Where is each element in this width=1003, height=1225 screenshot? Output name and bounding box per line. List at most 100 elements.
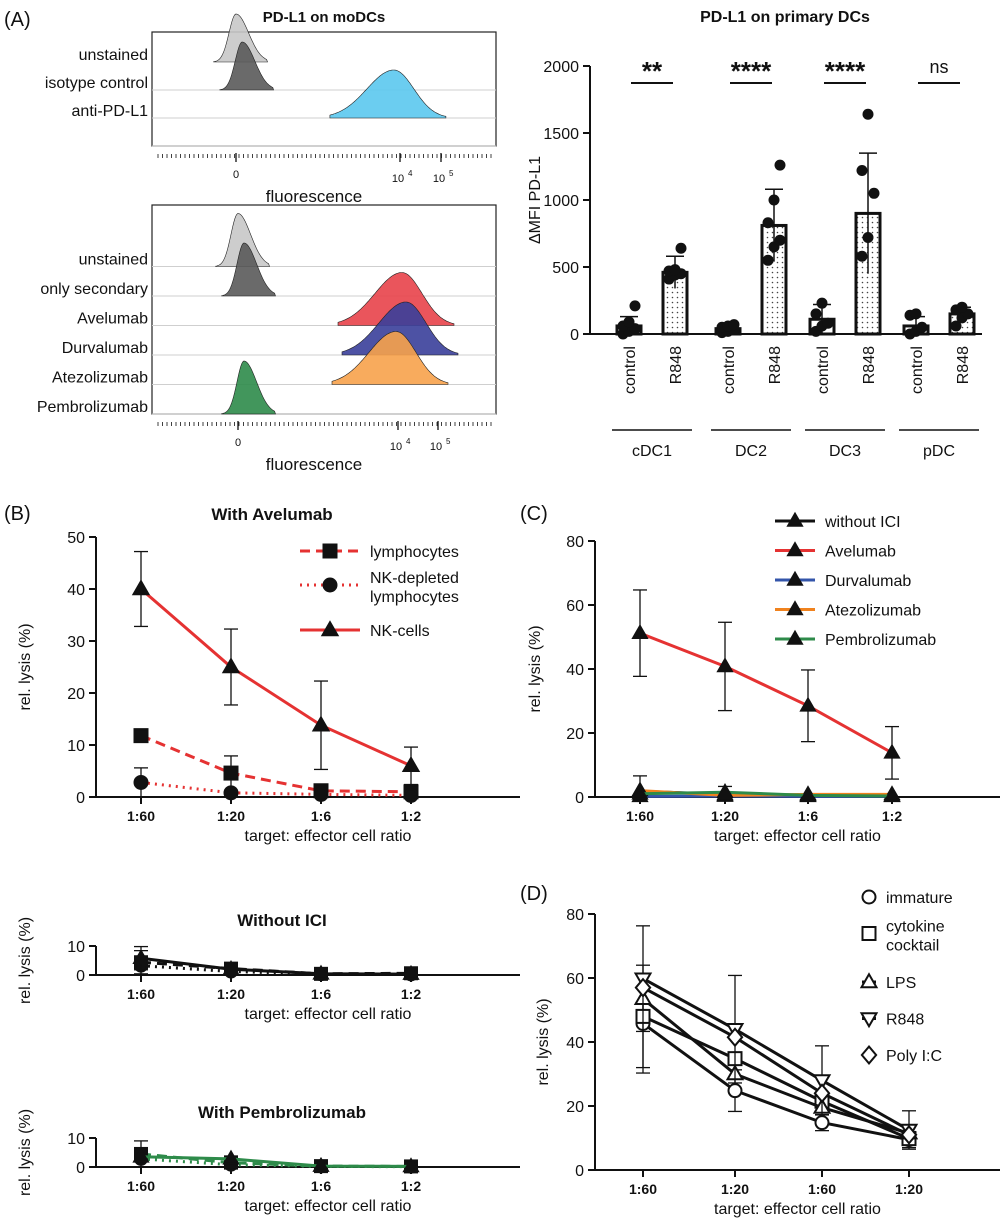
histogram-label-only-secondary: only secondary [40, 281, 148, 298]
marker-triangle [222, 959, 240, 975]
tick-base: 10 [392, 173, 404, 185]
y-tick-label: 40 [67, 582, 85, 599]
series-line-nk-depleted-lymphocytes [140, 780, 412, 797]
x-tick-label: 1:60 [127, 986, 155, 1002]
y-tick-label: 20 [566, 726, 584, 743]
marker-square [322, 543, 338, 559]
marker-triangle-up [859, 972, 879, 989]
marker-circle [322, 577, 338, 593]
panel-letter-c: (C) [520, 503, 548, 525]
y-tick-label: 0 [570, 327, 579, 344]
histogram-xlabel: fluorescence [266, 455, 362, 474]
series-line-avelumab [639, 631, 893, 755]
histogram-title: PD-L1 on moDCs [263, 9, 386, 26]
x-tick-label: 1:60 [127, 1178, 155, 1194]
x-tick-label: 1:20 [895, 1181, 923, 1197]
group-label-dc2: DC2 [735, 443, 767, 460]
histogram-curve-anti-pd-l1 [329, 69, 447, 119]
histogram-curve-durvalumab [341, 301, 459, 356]
data-point [856, 165, 868, 177]
series-line-immature [642, 1022, 910, 1142]
panel-letter-b: (B) [4, 503, 31, 525]
panel-letter-a: (A) [4, 9, 31, 31]
x-axis-label: target: effector cell ratio [714, 1201, 881, 1218]
marker-triangle [132, 1147, 150, 1163]
y-tick-label: 10 [67, 1131, 85, 1148]
tick-base: 10 [430, 441, 442, 453]
y-tick-label: 10 [67, 738, 85, 755]
ici-binding-histogram-panel: unstained only secondary Avelumab Durvaluma… [37, 204, 497, 474]
marker-triangle [883, 786, 901, 802]
x-tick-label: 1:6 [311, 986, 331, 1002]
histogram-curve-avelumab [337, 272, 455, 326]
tick-exponent: 5 [449, 169, 454, 178]
histogram-label-unstained: unstained [79, 47, 148, 64]
data-point [916, 321, 928, 333]
histogram-curve-isotype-control [219, 41, 275, 91]
marker-triangle [716, 782, 734, 798]
significance-label: ** [642, 56, 663, 86]
series-line-r848 [642, 977, 910, 1132]
marker-triangle [631, 784, 649, 800]
marker-circle [403, 787, 419, 803]
x-tick-label: 1:2 [401, 986, 421, 1002]
group-label-pdc: pDC [923, 443, 955, 460]
significance-label: **** [825, 56, 866, 86]
data-point [669, 264, 681, 276]
y-tick-label: 0 [76, 1160, 85, 1177]
y-tick-label: 1500 [543, 126, 579, 143]
x-condition-label: R848 [668, 346, 685, 384]
x-condition-label: R848 [955, 346, 972, 384]
x-tick-label: 1:60 [626, 808, 654, 824]
x-condition-label: control [622, 346, 639, 394]
modc-histogram-panel: PD-L1 on moDCs unstained isotype control an… [45, 9, 497, 206]
x-tick-label: 1:20 [721, 1181, 749, 1197]
legend-label-durvalumab: Durvalumab [825, 573, 911, 590]
marker-diamond [813, 1083, 831, 1104]
x-condition-label: control [815, 346, 832, 394]
x-condition-label: control [909, 346, 926, 394]
group-label-cdc1: cDC1 [632, 443, 672, 460]
y-tick-label: 500 [552, 260, 579, 277]
marker-triangle [221, 657, 241, 674]
data-point [728, 319, 740, 331]
primary-dc-bar-chart: PD-L1 on primary DCs 0 500 1000 1500 2000 ΔMFI… [527, 9, 982, 460]
histogram-label-avelumab: Avelumab [77, 311, 148, 328]
x-axis-label: target: effector cell ratio [714, 828, 881, 845]
data-point [762, 254, 774, 266]
x-tick-label: 1:20 [217, 986, 245, 1002]
legend-label-nk-cells: NK-cells [370, 623, 430, 640]
y-tick-label: 0 [76, 790, 85, 807]
marker-triangle [131, 579, 151, 596]
series-line-series-0 [140, 1152, 412, 1168]
legend-label-nk-depleted-lymphocytes: NK-depleted lymphocytes [370, 570, 459, 606]
histogram-label-unstained: unstained [79, 252, 148, 269]
significance-label: **** [731, 56, 772, 86]
histogram-label-atezolizumab: Atezolizumab [52, 370, 148, 387]
marker-triangle [320, 620, 340, 637]
marker-triangle [401, 755, 421, 772]
x-tick-label: 1:6 [311, 808, 331, 824]
data-point [768, 194, 780, 206]
series-line-series-2 [140, 956, 412, 976]
histogram-label-pembrolizumab: Pembrolizumab [37, 399, 148, 416]
marker-square [861, 926, 877, 941]
marker-triangle-down [859, 1012, 879, 1029]
legend-label-lymphocytes: lymphocytes [370, 544, 459, 561]
y-tick-label: 50 [67, 530, 85, 547]
marker-diamond [634, 977, 652, 998]
x-tick-label-0: 0 [235, 437, 241, 449]
y-axis-label: rel. lysis (%) [527, 625, 544, 712]
y-tick-label: 40 [566, 1035, 584, 1052]
tick-base: 10 [390, 441, 402, 453]
marker-triangle-down [812, 1074, 832, 1091]
y-tick-label: 20 [67, 686, 85, 703]
x-axis-label: target: effector cell ratio [245, 1006, 412, 1023]
legend-label-without-ici: without ICI [824, 514, 901, 531]
histogram-curve-unstained [213, 13, 268, 63]
marker-circle [727, 1083, 743, 1099]
x-condition-label: R848 [767, 346, 784, 384]
y-tick-label: 10 [67, 939, 85, 956]
